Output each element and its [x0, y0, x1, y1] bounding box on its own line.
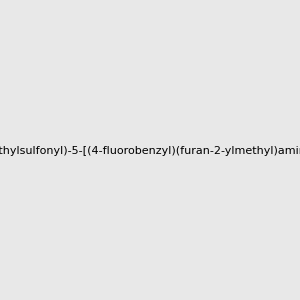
Text: N-(2,4-dimethylphenyl)-2-(ethylsulfonyl)-5-[(4-fluorobenzyl)(furan-2-ylmethyl)am: N-(2,4-dimethylphenyl)-2-(ethylsulfonyl)… [0, 146, 300, 157]
